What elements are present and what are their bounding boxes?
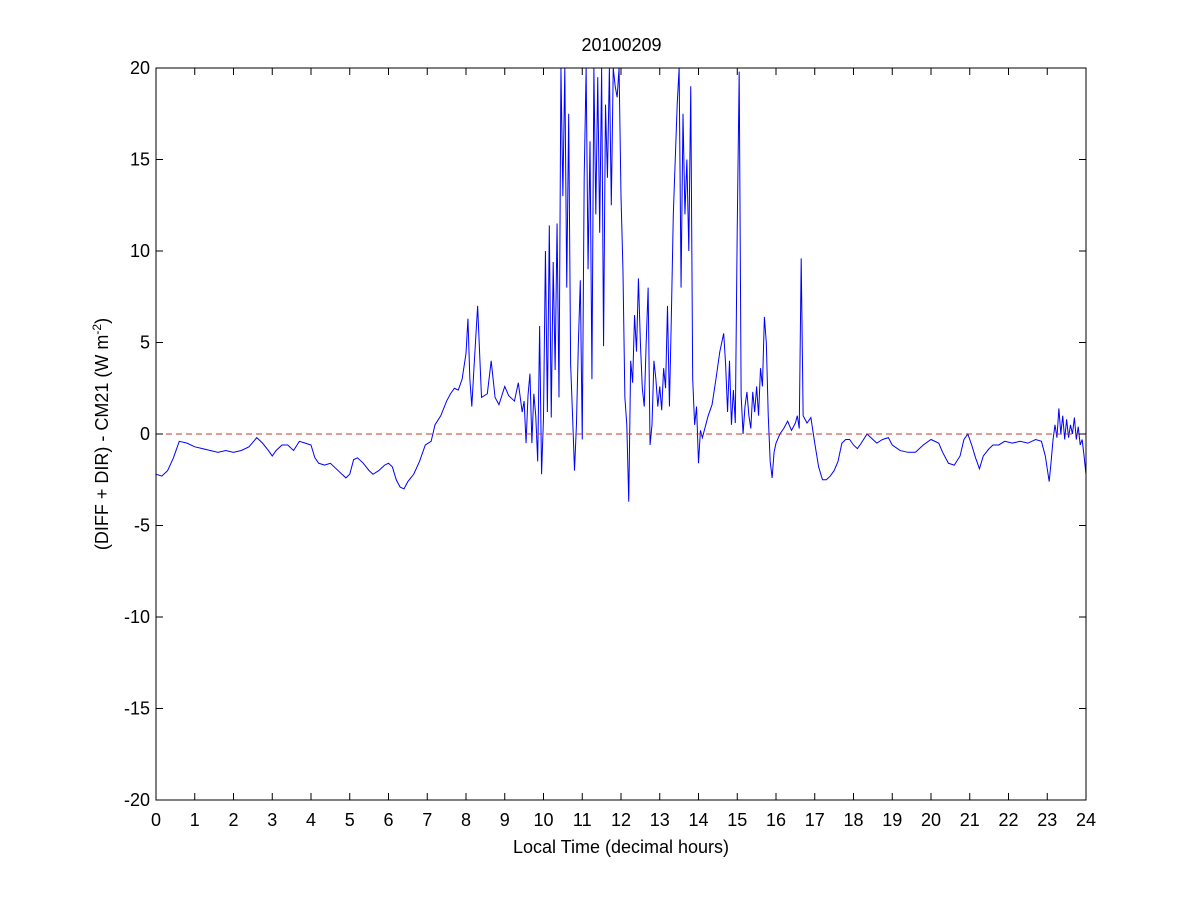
y-tick-label: -5 [134,516,150,536]
chart-title: 20100209 [581,35,662,55]
x-tick-label: 22 [998,810,1018,830]
y-tick-label: 20 [130,58,150,78]
x-tick-label: 4 [306,810,316,830]
x-tick-label: 11 [573,810,592,830]
x-tick-label: 24 [1076,810,1096,830]
y-tick-label: 15 [130,150,150,170]
y-tick-label: -20 [124,790,150,810]
y-axis-title-prefix: (DIFF + DIR) - CM21 (W m [92,334,112,551]
x-tick-label: 16 [766,810,786,830]
x-tick-label: 10 [533,810,553,830]
y-axis-title: (DIFF + DIR) - CM21 (W m-2) [90,317,112,551]
x-tick-label: 3 [267,810,277,830]
x-tick-label: 18 [843,810,863,830]
x-tick-label: 2 [228,810,238,830]
x-tick-label: 15 [727,810,747,830]
y-axis-title-superscript: -2 [90,323,104,335]
x-tick-label: 13 [650,810,670,830]
x-tick-label: 19 [882,810,902,830]
x-tick-label: 12 [611,810,631,830]
x-tick-label: 14 [688,810,708,830]
x-tick-label: 9 [500,810,510,830]
y-tick-label: -15 [124,699,150,719]
series-line [156,68,1086,502]
x-axis-title: Local Time (decimal hours) [512,837,730,857]
x-tick-label: 23 [1037,810,1057,830]
y-axis-title-suffix: ) [92,317,112,324]
y-tick-label: 5 [140,333,150,353]
x-tick-label: 21 [960,810,980,830]
x-tick-label: 5 [345,810,355,830]
x-tick-label: 7 [422,810,432,830]
x-tick-label: 20 [921,810,941,830]
x-tick-label: 0 [151,810,161,830]
y-tick-label: 0 [140,424,150,444]
y-tick-label: 10 [130,241,150,261]
x-tick-label: 17 [805,810,825,830]
x-tick-label: 8 [461,810,471,830]
y-tick-label: -10 [124,607,150,627]
x-tick-label: 6 [383,810,393,830]
x-tick-label: 1 [190,810,200,830]
